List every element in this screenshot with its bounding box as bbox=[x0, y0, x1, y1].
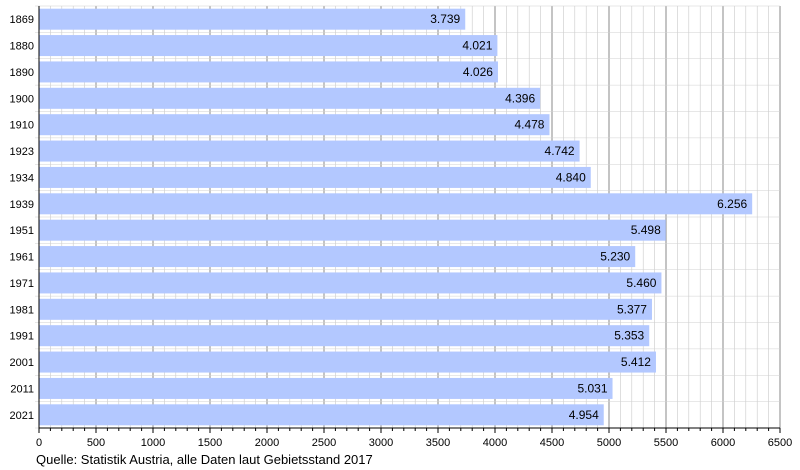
bar-value-label: 5.460 bbox=[626, 276, 656, 290]
bar bbox=[39, 114, 550, 136]
bar-value-label: 5.498 bbox=[631, 223, 661, 237]
bar bbox=[39, 272, 662, 294]
x-tick-label: 1500 bbox=[198, 437, 222, 449]
category-label: 2011 bbox=[10, 383, 34, 395]
bar-value-label: 3.739 bbox=[430, 12, 460, 26]
category-labels: 1869 1880 1890 1900 1910 1923 1934 1939 1951 1961… bbox=[10, 14, 34, 422]
x-tick-label: 5000 bbox=[597, 437, 621, 449]
category-label: 1923 bbox=[10, 146, 34, 158]
bar bbox=[39, 8, 466, 30]
bar bbox=[39, 193, 753, 215]
bar-value-label: 4.026 bbox=[463, 65, 493, 79]
x-tick-label: 1000 bbox=[141, 437, 165, 449]
bar-value-label: 6.256 bbox=[717, 197, 747, 211]
bar bbox=[39, 219, 666, 241]
bar bbox=[39, 404, 604, 426]
bar bbox=[39, 298, 652, 320]
category-label: 1939 bbox=[10, 199, 34, 211]
bar-value-label: 4.840 bbox=[556, 170, 586, 184]
x-tick-label: 4000 bbox=[483, 437, 507, 449]
bar-value-label: 4.742 bbox=[545, 144, 575, 158]
x-axis: 0 500 1000 1500 2000 2500 3000 3500 4000 4500 5000… bbox=[36, 6, 792, 449]
bar bbox=[39, 166, 591, 188]
category-label: 2021 bbox=[10, 410, 34, 422]
x-tick-label: 6500 bbox=[768, 437, 792, 449]
category-label: 1890 bbox=[10, 67, 34, 79]
bar bbox=[39, 351, 656, 373]
category-label: 1971 bbox=[10, 278, 34, 290]
category-label: 1910 bbox=[10, 120, 34, 132]
category-label: 1900 bbox=[10, 93, 34, 105]
x-tick-label: 4500 bbox=[540, 437, 564, 449]
category-label: 1991 bbox=[10, 331, 34, 343]
bar-value-label: 4.396 bbox=[505, 91, 535, 105]
x-tick-label: 500 bbox=[87, 437, 105, 449]
x-tick-label: 0 bbox=[36, 437, 42, 449]
bar bbox=[39, 325, 650, 347]
category-label: 1934 bbox=[10, 172, 34, 184]
bar bbox=[39, 61, 498, 83]
category-label: 1981 bbox=[10, 304, 34, 316]
bar-value-label: 5.230 bbox=[600, 250, 630, 264]
bar-value-label: 5.412 bbox=[621, 355, 651, 369]
x-tick-label: 2000 bbox=[255, 437, 279, 449]
bar bbox=[39, 87, 541, 109]
bar-value-label: 5.353 bbox=[614, 329, 644, 343]
bar-value-label: 4.954 bbox=[569, 408, 599, 422]
category-label: 1951 bbox=[10, 225, 34, 237]
bar-value-label: 4.478 bbox=[514, 118, 544, 132]
bar bbox=[39, 377, 613, 399]
source-note: Quelle: Statistik Austria, alle Daten la… bbox=[36, 452, 373, 467]
x-tick-label: 6000 bbox=[711, 437, 735, 449]
category-label: 1880 bbox=[10, 41, 34, 53]
x-tick-label: 3500 bbox=[426, 437, 450, 449]
bar bbox=[39, 246, 636, 268]
x-tick-label: 3000 bbox=[369, 437, 393, 449]
x-tick-label: 5500 bbox=[654, 437, 678, 449]
bar bbox=[39, 35, 498, 57]
category-label: 1869 bbox=[10, 14, 34, 26]
category-label: 2001 bbox=[10, 357, 34, 369]
bar-value-label: 4.021 bbox=[462, 39, 492, 53]
bar bbox=[39, 140, 580, 162]
bar-value-label: 5.031 bbox=[578, 381, 608, 395]
x-tick-label: 2500 bbox=[312, 437, 336, 449]
bar-value-label: 5.377 bbox=[617, 302, 647, 316]
category-label: 1961 bbox=[10, 252, 34, 264]
